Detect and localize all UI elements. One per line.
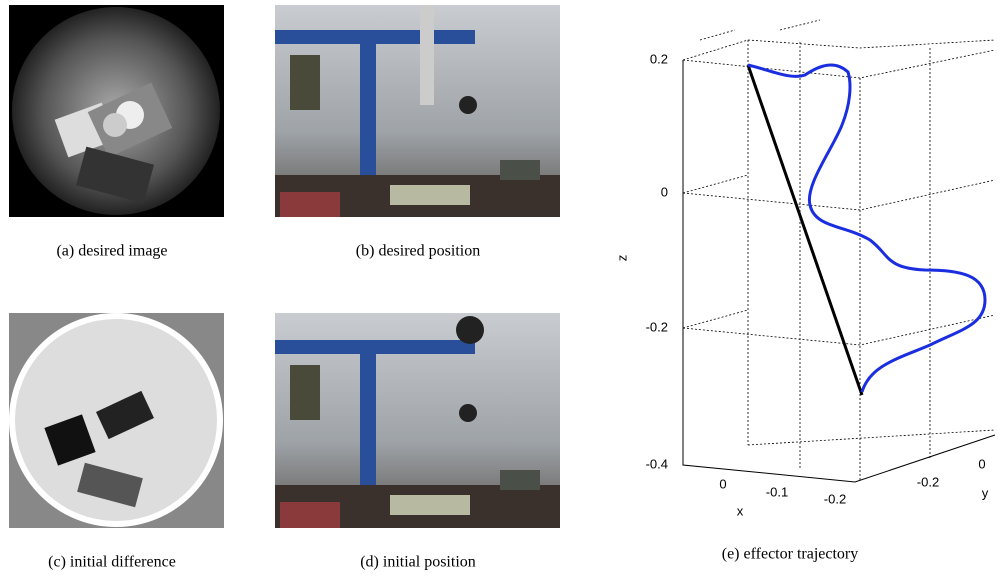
- y-tick-label: -0.2: [917, 474, 939, 489]
- z-tick-label: 0.2: [650, 51, 668, 66]
- x-axis-label: x: [737, 503, 744, 518]
- caption: (a) desired image: [56, 243, 167, 260]
- caption: (d) initial position: [360, 554, 476, 571]
- z-tick-label: 0: [661, 184, 668, 199]
- y-axis-label: y: [982, 485, 989, 500]
- caption: (c) initial difference: [48, 554, 176, 571]
- photo-initial-position: [275, 313, 560, 528]
- caption: (e) effector trajectory: [722, 546, 859, 563]
- y-tick-label: 0: [978, 456, 985, 471]
- caption: (b) desired position: [356, 243, 480, 260]
- x-tick-label: 0: [719, 476, 726, 491]
- photo-initial-difference: [9, 313, 224, 528]
- plot-box: [682, 19, 996, 483]
- x-tick-label: -0.2: [824, 491, 846, 506]
- z-tick-label: -0.4: [646, 456, 668, 471]
- z-tick-label: -0.2: [646, 319, 668, 334]
- z-axis-label: z: [614, 255, 629, 262]
- x-tick-label: -0.1: [766, 484, 788, 499]
- photo-desired-image: [9, 5, 224, 217]
- photo-desired-position: [275, 5, 560, 217]
